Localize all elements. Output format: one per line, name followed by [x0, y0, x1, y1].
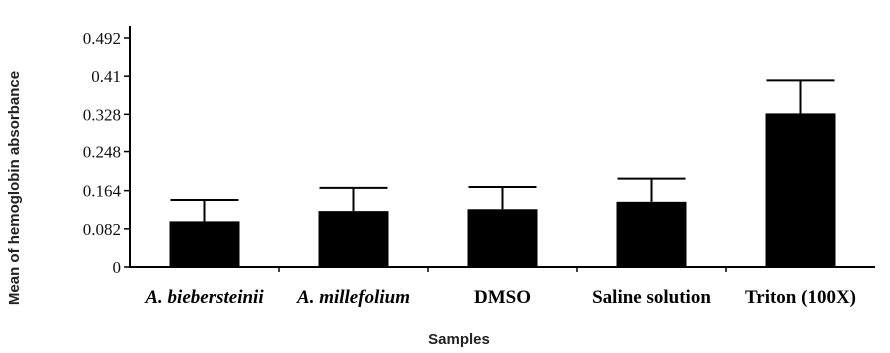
y-axis-label: Mean of hemoglobin absorbance [6, 71, 23, 305]
bar [765, 113, 836, 267]
bar [467, 209, 538, 267]
bar [616, 201, 687, 267]
y-tick-label: 0.164 [83, 182, 122, 201]
y-ticks: 0 0.082 0.164 0.248 0.328 0.41 0.492 [83, 29, 130, 277]
bar [318, 211, 389, 267]
x-tick-label: DMSO [474, 287, 531, 308]
x-tick-label: A. biebersteinii [144, 287, 264, 308]
bars [169, 113, 836, 267]
y-tick-label: 0.41 [91, 67, 121, 86]
x-tick-label: Saline solution [592, 287, 711, 308]
bar [169, 221, 240, 267]
x-axis-label: Samples [428, 331, 490, 348]
y-tick-label: 0.328 [83, 105, 121, 124]
y-tick-label: 0.082 [83, 220, 121, 239]
x-tick-label: A. millefolium [296, 287, 410, 308]
y-tick-label: 0 [113, 258, 122, 277]
x-tick-label: Triton (100X) [745, 287, 856, 308]
error-bars [170, 79, 835, 222]
y-tick-label: 0.248 [83, 143, 121, 162]
x-tick-labels: A. biebersteinii A. millefolium DMSO Saline… [144, 287, 856, 308]
y-tick-label: 0.492 [83, 29, 121, 48]
